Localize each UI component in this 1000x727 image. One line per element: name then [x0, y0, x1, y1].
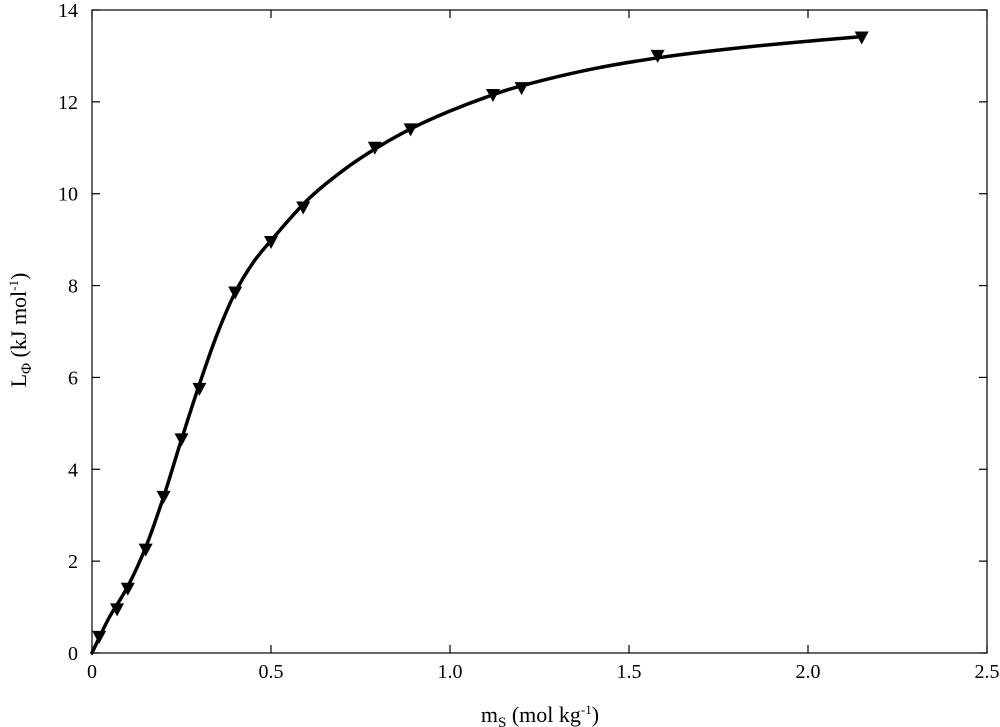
- y-axis-ticks: 0 2 4 6 8 10 12 14: [58, 0, 987, 665]
- data-point-triangle: [650, 49, 665, 63]
- data-point-triangle: [228, 286, 243, 300]
- y-tick-label: 10: [58, 184, 78, 206]
- data-point-triangle: [296, 201, 311, 215]
- data-point-triangle: [485, 88, 500, 102]
- y-tick-label: 0: [68, 643, 78, 665]
- plot-frame: [91, 9, 988, 654]
- y-tick-label: 8: [68, 276, 78, 298]
- data-markers: [92, 31, 869, 644]
- y-tick-label: 14: [58, 0, 78, 22]
- x-tick-label: 2.0: [796, 661, 821, 683]
- data-point-triangle: [192, 382, 207, 396]
- data-point-triangle: [110, 603, 125, 617]
- data-point-triangle: [403, 123, 418, 137]
- x-tick-label: 2.5: [975, 661, 1000, 683]
- data-point-triangle: [367, 141, 382, 155]
- fit-curve: [90, 34, 864, 655]
- data-point-triangle: [514, 82, 529, 96]
- data-point-triangle: [120, 582, 135, 596]
- y-tick-label: 6: [68, 367, 78, 389]
- data-point-triangle: [174, 433, 189, 447]
- x-tick-label: 1.5: [617, 661, 642, 683]
- x-tick-label: 0: [87, 661, 97, 683]
- x-tick-label: 1.0: [438, 661, 463, 683]
- y-tick-label: 2: [68, 551, 78, 573]
- data-point-triangle: [138, 543, 153, 557]
- data-point-triangle: [264, 235, 278, 249]
- y-tick-label: 12: [58, 92, 78, 114]
- x-axis-label: mS (mol kg-1): [481, 702, 599, 727]
- y-tick-label: 4: [68, 459, 78, 481]
- data-point-triangle: [92, 630, 107, 644]
- data-point-triangle: [854, 31, 869, 45]
- x-axis-ticks: 0 0.5 1.0 1.5 2.0 2.5: [87, 10, 1000, 683]
- x-tick-label: 0.5: [259, 661, 284, 683]
- y-axis-label: LΦ (kJ mol-1): [6, 273, 35, 388]
- data-point-triangle: [156, 490, 171, 504]
